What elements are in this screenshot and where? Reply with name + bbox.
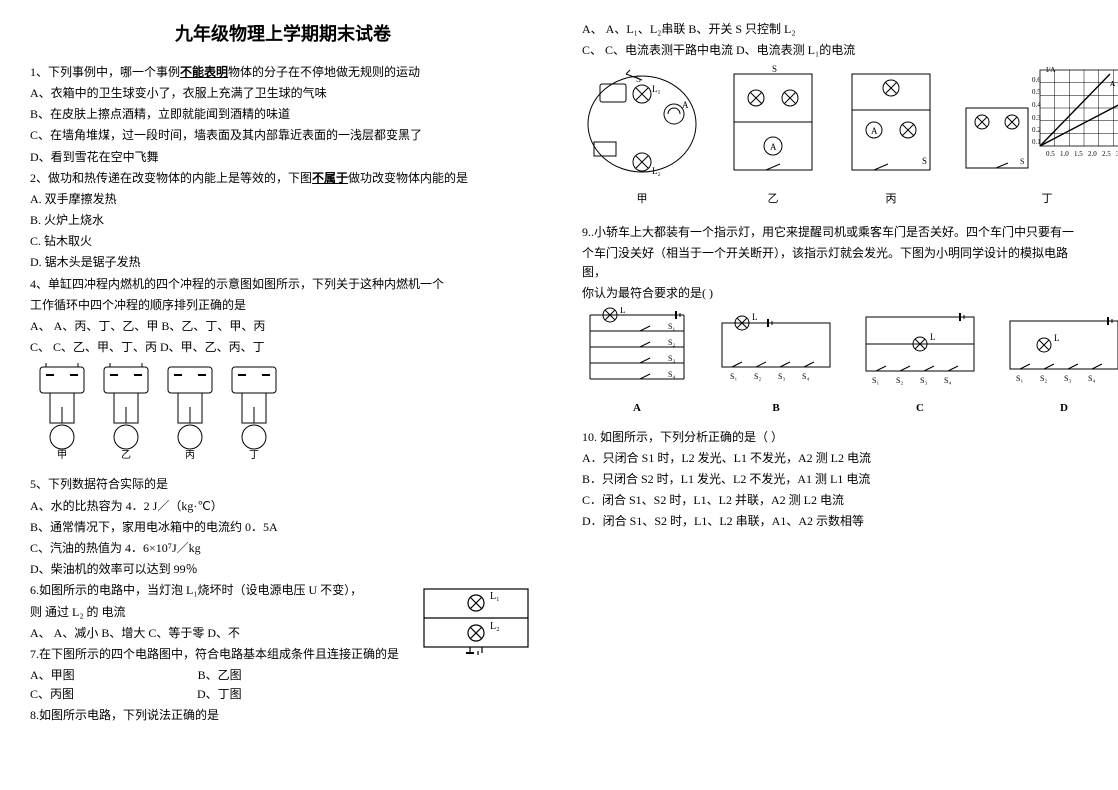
svg-text:0.5: 0.5: [1046, 150, 1055, 158]
q9-l1: 9..小轿车上大都装有一个指示灯，用它来提醒司机或乘客车门是否关好。四个车门中只…: [582, 223, 1088, 242]
q8-fig-ding: S: [962, 64, 1118, 208]
svg-text:2.0: 2.0: [1088, 150, 1097, 158]
q1-stem: 1、下列事例中，哪一个事例不能表明物体的分子在不停地做无规则的运动: [30, 63, 536, 82]
q9-fig-b: L S₁S₂ S₃S₄ B: [716, 307, 836, 417]
q2-a: A. 双手摩擦发热: [30, 190, 536, 209]
svg-text:L₁: L₁: [652, 84, 661, 94]
q4-ab: A、 A、丙、丁、乙、甲 B、乙、丁、甲、丙: [30, 317, 536, 336]
q9-fig-c: L S₁S₂ S₃S₄ C: [860, 307, 980, 417]
q6-circuit-figure: L₁ L₂: [416, 581, 536, 665]
q10-stem: 10. 如图所示，下列分析正确的是（ ）: [582, 428, 1088, 447]
q10-b: B．只闭合 S2 时，L1 发光、L2 不发光，A1 测 L1 电流: [582, 470, 1088, 489]
q5-b: B、通常情况下，家用电冰箱中的电流约 0．5A: [30, 518, 536, 537]
svg-text:S: S: [772, 64, 777, 74]
q4-cd: C、 C、乙、甲、丁、丙 D、甲、乙、丙、丁: [30, 338, 536, 357]
svg-text:0.1: 0.1: [1032, 138, 1041, 146]
q9-l2: 个车门没关好（相当于一个开关断开），该指示灯就会发光。下图为小明同学设计的模拟电…: [582, 244, 1088, 282]
svg-text:A: A: [682, 100, 689, 110]
svg-text:S₄: S₄: [668, 370, 675, 379]
exam-title: 九年级物理上学期期末试卷: [30, 20, 536, 49]
svg-text:S₁: S₁: [872, 376, 879, 385]
svg-text:S₃: S₃: [1064, 374, 1071, 383]
q9-fig-a: L S₁ S₂ S₃ S₄ A: [582, 307, 692, 417]
svg-text:L: L: [1054, 333, 1060, 343]
svg-text:S₂: S₂: [754, 372, 761, 381]
q8-c: C、 C、电流表测干路中电流 D、电流表测 L₁的电流: [582, 41, 1088, 60]
q1-a: A、衣箱中的卫生球变小了，衣服上充满了卫生球的气味: [30, 84, 536, 103]
svg-text:0.5: 0.5: [1032, 88, 1041, 96]
svg-text:S₂: S₂: [668, 338, 675, 347]
q5-d: D、柴油机的效率可以达到 99％: [30, 560, 536, 579]
svg-text:I/A: I/A: [1046, 66, 1055, 74]
svg-text:丙: 丙: [185, 450, 195, 459]
svg-text:S₂: S₂: [896, 376, 903, 385]
svg-text:S₃: S₃: [778, 372, 785, 381]
q2-c: C. 钻木取火: [30, 232, 536, 251]
svg-text:0.3: 0.3: [1032, 114, 1041, 122]
svg-text:1.5: 1.5: [1074, 150, 1083, 158]
q1-d: D、看到雪花在空中飞舞: [30, 148, 536, 167]
q4-stem2: 工作循环中四个冲程的顺序排列正确的是: [30, 296, 536, 315]
q10-d: D．闭合 S1、S2 时，L1、L2 串联，A1、A2 示数相等: [582, 512, 1088, 531]
q5-stem: 5、下列数据符合实际的是: [30, 475, 536, 494]
svg-text:L₁: L₁: [490, 591, 500, 602]
svg-text:A: A: [1110, 80, 1115, 88]
svg-text:1.0: 1.0: [1060, 150, 1069, 158]
q10-a: A．只闭合 S1 时，L2 发光、L1 不发光，A2 测 L2 电流: [582, 449, 1088, 468]
svg-text:甲: 甲: [57, 450, 67, 459]
svg-text:S₁: S₁: [1016, 374, 1023, 383]
svg-text:S₃: S₃: [920, 376, 927, 385]
svg-text:S₁: S₁: [668, 322, 675, 331]
q8-fig-yi: A S 乙: [726, 64, 820, 208]
svg-text:0.6: 0.6: [1032, 76, 1041, 84]
q8-fig-bing: A S 丙: [844, 64, 938, 208]
q1-c: C、在墙角堆煤，过一段时间，墙表面及其内部靠近表面的一浅层都变黑了: [30, 126, 536, 145]
svg-text:L₂: L₂: [652, 166, 661, 176]
q10-c: C．闭合 S1、S2 时，L1、L2 并联，A2 测 L2 电流: [582, 491, 1088, 510]
svg-text:S₄: S₄: [944, 376, 951, 385]
left-column: 九年级物理上学期期末试卷 1、下列事例中，哪一个事例不能表明物体的分子在不停地做…: [30, 20, 536, 728]
q8-a: A、 A、L₁、L₂串联 B、开关 S 只控制 L₂: [582, 20, 1088, 39]
svg-text:S: S: [1020, 157, 1024, 166]
q1-b: B、在皮肤上擦点酒精，立即就能闻到酒精的味道: [30, 105, 536, 124]
q2-stem: 2、做功和热传递在改变物体的内能上是等效的，下图不属于做功改变物体内能的是: [30, 169, 536, 188]
q5-a: A、水的比热容为 4．2 J／（kg·℃）: [30, 497, 536, 516]
svg-text:L: L: [620, 307, 626, 315]
svg-text:L₂: L₂: [490, 621, 500, 632]
svg-text:L: L: [752, 312, 758, 322]
svg-text:乙: 乙: [121, 449, 131, 459]
q8-stem: 8.如图所示电路，下列说法正确的是: [30, 706, 536, 725]
svg-text:A: A: [770, 142, 777, 152]
svg-text:丁: 丁: [249, 450, 259, 459]
svg-text:0.4: 0.4: [1032, 101, 1041, 109]
q8-fig-jia: S L₁ L₂ A 甲: [582, 64, 702, 208]
q7-opts: A、甲图 B、乙图 C、丙图 D、丁图: [30, 666, 536, 704]
right-column: A、 A、L₁、L₂串联 B、开关 S 只控制 L₂ C、 C、电流表测干路中电…: [582, 20, 1088, 728]
q5-c: C、汽油的热值为 4．6×10⁷J／kg: [30, 539, 536, 558]
svg-text:A: A: [871, 126, 878, 136]
svg-text:0.2: 0.2: [1032, 126, 1041, 134]
q4-stem1: 4、单缸四冲程内燃机的四个冲程的示意图如图所示，下列关于这种内燃机一个: [30, 275, 536, 294]
svg-text:S₄: S₄: [802, 372, 809, 381]
svg-text:2.5: 2.5: [1102, 150, 1111, 158]
q9-fig-d: L S₁S₂ S₃S₄ D: [1004, 307, 1118, 417]
svg-text:L: L: [930, 332, 936, 342]
svg-text:S₄: S₄: [1088, 374, 1095, 383]
svg-text:S₁: S₁: [730, 372, 737, 381]
svg-text:S: S: [636, 74, 641, 84]
svg-text:S: S: [922, 156, 927, 166]
svg-text:S₂: S₂: [1040, 374, 1047, 383]
q8-figures-row: S L₁ L₂ A 甲 A: [582, 64, 1088, 208]
svg-text:S₃: S₃: [668, 354, 675, 363]
q9-figures-row: L S₁ S₂ S₃ S₄ A: [582, 307, 1088, 417]
q9-l3: 你认为最符合要求的是( ): [582, 284, 1088, 303]
q2-d: D. 锯木头是锯子发热: [30, 253, 536, 272]
q4-engine-figure: 甲 乙 丙 丁: [30, 363, 536, 459]
q2-b: B. 火炉上烧水: [30, 211, 536, 230]
